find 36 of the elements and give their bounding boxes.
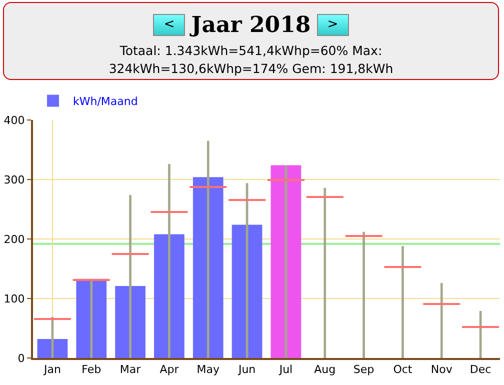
bar xyxy=(129,194,132,358)
chart-subtitle: Totaal: 1.343kWh=541,4kWhp=60% Max: 324kWh=130,6kWhp=174% Gem: 191,8kWh xyxy=(108,42,394,78)
x-tick-label: May xyxy=(196,363,220,376)
bar xyxy=(362,232,365,358)
x-tick-label: Mar xyxy=(120,363,142,376)
x-tick-label: Jun xyxy=(237,363,256,376)
x-tick-label: Apr xyxy=(160,363,180,376)
chart-title: Jaar 2018 xyxy=(191,12,311,38)
x-tick-label: Jul xyxy=(278,363,293,376)
x-tick-label: Nov xyxy=(430,363,453,376)
x-tick-label: Aug xyxy=(314,363,336,376)
bar xyxy=(37,338,68,358)
bar xyxy=(154,234,184,358)
bar xyxy=(192,177,224,358)
bar xyxy=(402,246,404,358)
previous-button: < xyxy=(153,14,186,36)
legend-label: kWh/Maand xyxy=(73,95,138,108)
x-tick-label: Sep xyxy=(353,363,374,376)
x-tick-label: Dec xyxy=(470,363,492,376)
bar xyxy=(90,280,93,358)
bar xyxy=(232,224,262,358)
next-button: > xyxy=(316,14,349,36)
bar xyxy=(206,140,210,358)
x-tick-label: Jan xyxy=(42,363,61,376)
y-tick-label: 200 xyxy=(4,232,25,246)
bar xyxy=(324,188,326,358)
bar xyxy=(168,164,170,358)
y-tick-label: 400 xyxy=(4,114,25,127)
x-tick-label: Feb xyxy=(82,363,102,376)
y-tick-label: 100 xyxy=(4,292,25,306)
y-tick-label: 0 xyxy=(18,352,25,365)
y-tick-label: 300 xyxy=(4,173,25,186)
bar xyxy=(270,165,302,358)
bar xyxy=(440,283,443,358)
bar xyxy=(76,280,107,358)
x-tick-label: Oct xyxy=(393,363,413,376)
